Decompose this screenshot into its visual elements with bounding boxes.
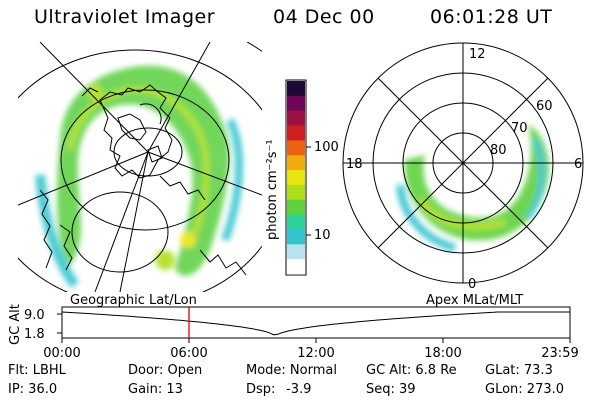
colorbar-swatch (287, 184, 305, 201)
colorbar-swatch (287, 170, 305, 186)
lat-label-60: 60 (536, 99, 553, 114)
x-tick-label: 12:00 (297, 346, 334, 361)
geo-grid (18, 42, 262, 292)
alt-tick-1-8: 1.8 (24, 327, 45, 342)
polar-image-panel: 12 6 0 18 60 70 80 (342, 42, 584, 292)
colorbar-unit-label: photon cm⁻²s⁻¹ (265, 139, 280, 240)
date-label: 04 Dec 00 (273, 6, 375, 28)
altitude-plot-frame (61, 306, 571, 339)
colorbar-swatch (287, 110, 305, 127)
colorbar-tick-100: 100 (314, 140, 339, 155)
status-dsp-label: Dsp: (246, 382, 276, 397)
polar-grid (342, 42, 584, 284)
coastlines (39, 84, 247, 276)
colorbar-tick-10: 10 (314, 228, 331, 243)
status-glon: GLon: 273.0 (485, 382, 565, 397)
altitude-plot: 9.0 1.8 GC Alt 00:00 06:00 12:00 18:00 23:59 (8, 304, 579, 361)
geo-panel-title: Geographic Lat/Lon (70, 293, 197, 308)
lat-label-80: 80 (490, 143, 507, 158)
colorbar-swatch (287, 229, 305, 245)
polar-aurora (396, 125, 549, 252)
status-door: Door: Open (128, 363, 203, 378)
time-label: 06:01:28 UT (430, 6, 553, 28)
colorbar-swatch (287, 259, 305, 275)
colorbar-swatch (287, 214, 305, 231)
colorbar-swatch (287, 81, 305, 97)
status-filter: Flt: LBHL (8, 363, 66, 378)
colorbar-swatch (287, 155, 305, 171)
status-gc-alt: GC Alt: 6.8 Re (366, 363, 457, 378)
status-gain: Gain: 13 (128, 382, 183, 397)
x-tick-label: 23:59 (541, 346, 578, 361)
status-dsp-value: -3.9 (286, 382, 312, 397)
mlt-label-18: 18 (346, 157, 363, 172)
colorbar-swatch (287, 244, 305, 260)
geographic-image-panel (18, 42, 262, 292)
x-tick-label: 18:00 (424, 346, 461, 361)
polar-panel-title: Apex MLat/MLT (426, 293, 523, 308)
altitude-curve (61, 311, 570, 336)
colorbar-swatch (287, 140, 305, 156)
status-ip: IP: 36.0 (8, 382, 58, 397)
x-tick-label: 00:00 (43, 346, 80, 361)
colorbar-swatch (287, 125, 305, 141)
mlt-label-6: 6 (574, 157, 582, 172)
status-mode: Mode: Normal (246, 363, 337, 378)
mlt-label-12: 12 (469, 47, 486, 62)
alt-tick-9: 9.0 (24, 308, 45, 323)
alt-ylabel: GC Alt (8, 304, 23, 345)
status-glat: GLat: 73.3 (485, 363, 553, 378)
status-seq: Seq: 39 (366, 382, 416, 397)
instrument-title: Ultraviolet Imager (34, 6, 216, 28)
x-tick-label: 06:00 (170, 346, 207, 361)
colorbar-swatch (287, 95, 305, 112)
colorbar: 100 10 photon cm⁻²s⁻¹ (265, 79, 339, 276)
mlt-label-0: 0 (468, 277, 476, 292)
colorbar-swatch (287, 199, 305, 216)
lat-label-70: 70 (511, 121, 528, 136)
